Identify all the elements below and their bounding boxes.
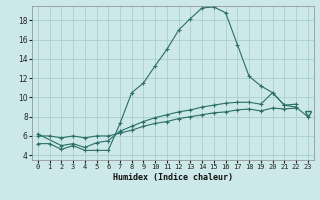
X-axis label: Humidex (Indice chaleur): Humidex (Indice chaleur) xyxy=(113,173,233,182)
